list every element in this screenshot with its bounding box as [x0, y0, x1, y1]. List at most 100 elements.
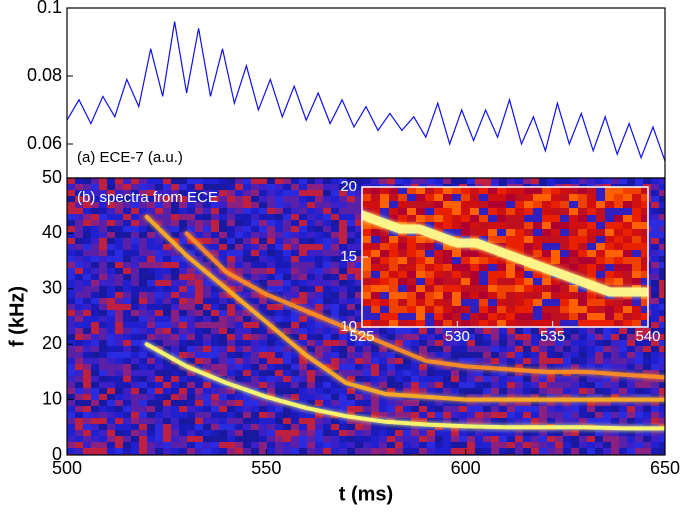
noise-cell	[491, 418, 500, 425]
noise-cell	[614, 306, 624, 314]
noise-cell	[542, 243, 552, 251]
noise-cell	[569, 229, 579, 237]
noise-cell	[307, 280, 316, 287]
noise-cell	[395, 340, 404, 347]
noise-cell	[283, 274, 292, 281]
noise-cell	[635, 394, 644, 401]
noise-cell	[398, 257, 408, 265]
noise-cell	[211, 436, 220, 443]
noise-cell	[619, 406, 628, 413]
noise-cell	[347, 352, 356, 359]
noise-cell	[651, 268, 660, 275]
noise-cell	[251, 412, 260, 419]
noise-cell	[507, 370, 516, 377]
noise-cell	[542, 320, 552, 327]
noise-cell	[323, 376, 332, 383]
noise-cell	[379, 424, 388, 431]
noise-cell	[187, 358, 196, 365]
noise-cell	[243, 340, 252, 347]
noise-cell	[267, 256, 276, 263]
noise-cell	[131, 244, 140, 251]
noise-cell	[331, 406, 340, 413]
noise-cell	[523, 394, 532, 401]
y-tick-label: 10	[340, 318, 357, 335]
noise-cell	[347, 292, 356, 299]
noise-cell	[171, 190, 180, 197]
noise-cell	[123, 418, 132, 425]
noise-cell	[307, 238, 316, 245]
noise-cell	[299, 430, 308, 437]
noise-cell	[339, 196, 348, 203]
noise-cell	[467, 394, 476, 401]
noise-cell	[203, 232, 212, 239]
noise-cell	[371, 424, 380, 431]
noise-cell	[451, 382, 460, 389]
noise-cell	[123, 388, 132, 395]
noise-cell	[443, 278, 453, 286]
noise-cell	[235, 382, 244, 389]
noise-cell	[651, 388, 660, 395]
noise-cell	[67, 340, 76, 347]
noise-cell	[203, 364, 212, 371]
noise-cell	[363, 430, 372, 437]
noise-cell	[219, 358, 228, 365]
noise-cell	[67, 244, 76, 251]
noise-cell	[363, 382, 372, 389]
noise-cell	[579, 388, 588, 395]
noise-cell	[307, 286, 316, 293]
noise-cell	[139, 406, 148, 413]
noise-cell	[75, 214, 84, 221]
noise-cell	[579, 382, 588, 389]
noise-cell	[203, 178, 212, 185]
noise-cell	[443, 382, 452, 389]
noise-cell	[451, 436, 460, 443]
noise-cell	[219, 310, 228, 317]
noise-cell	[347, 334, 356, 341]
noise-cell	[315, 232, 324, 239]
noise-cell	[323, 310, 332, 317]
noise-cell	[67, 274, 76, 281]
noise-cell	[307, 358, 316, 365]
noise-cell	[587, 306, 597, 314]
noise-cell	[275, 256, 284, 263]
noise-cell	[461, 194, 471, 202]
noise-cell	[283, 424, 292, 431]
noise-cell	[211, 250, 220, 257]
noise-cell	[461, 271, 471, 279]
noise-cell	[587, 406, 596, 413]
noise-cell	[291, 406, 300, 413]
noise-cell	[371, 412, 380, 419]
noise-cell	[659, 196, 665, 203]
noise-cell	[587, 364, 596, 371]
noise-cell	[605, 299, 615, 307]
noise-cell	[596, 278, 606, 286]
noise-cell	[563, 430, 572, 437]
noise-cell	[147, 316, 156, 323]
noise-cell	[211, 292, 220, 299]
noise-cell	[163, 244, 172, 251]
noise-cell	[147, 298, 156, 305]
noise-cell	[179, 178, 188, 185]
noise-cell	[243, 178, 252, 185]
noise-cell	[596, 208, 606, 216]
noise-cell	[75, 208, 84, 215]
noise-cell	[434, 187, 444, 195]
noise-cell	[587, 412, 596, 419]
noise-cell	[67, 292, 76, 299]
noise-cell	[83, 310, 92, 317]
noise-cell	[578, 194, 588, 202]
noise-cell	[243, 322, 252, 329]
noise-cell	[123, 244, 132, 251]
noise-cell	[275, 214, 284, 221]
noise-cell	[275, 178, 284, 185]
noise-cell	[91, 442, 100, 449]
noise-cell	[251, 226, 260, 233]
noise-cell	[483, 394, 492, 401]
noise-cell	[155, 262, 164, 269]
noise-cell	[179, 286, 188, 293]
noise-cell	[275, 388, 284, 395]
noise-cell	[407, 187, 417, 195]
noise-cell	[139, 208, 148, 215]
noise-cell	[331, 256, 340, 263]
noise-cell	[107, 424, 116, 431]
